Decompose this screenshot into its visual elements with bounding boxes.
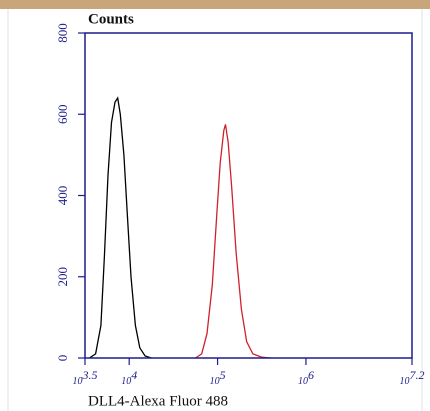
x-tick-exponent: 3.5 <box>82 368 98 382</box>
x-tick-base: 10 <box>73 376 83 387</box>
top-photo-strip <box>0 0 430 9</box>
y-tick-label: 800 <box>55 23 70 43</box>
x-tick-exponent: 5 <box>220 368 226 382</box>
x-tick-label: 105 <box>210 368 226 388</box>
y-tick-label: 200 <box>55 267 70 287</box>
x-tick-exponent: 4 <box>131 368 137 382</box>
histogram-line <box>89 96 152 359</box>
x-tick-exponent: 6 <box>308 368 314 382</box>
x-tick-label: 107.2 <box>400 368 425 388</box>
x-tick-base: 10 <box>121 376 131 387</box>
histogram-line <box>195 124 271 359</box>
y-tick-label: 600 <box>55 105 70 125</box>
x-tick-exponent: 7.2 <box>410 368 425 382</box>
x-tick-label: 104 <box>121 368 137 388</box>
x-tick-label: 103.5 <box>73 368 98 388</box>
y-axis-title: Counts <box>88 11 134 27</box>
x-tick-base: 10 <box>400 376 410 387</box>
y-tick-label: 400 <box>55 186 70 206</box>
x-tick-base: 10 <box>210 376 220 387</box>
x-axis-title: DLL4-Alexa Fluor 488 <box>88 393 228 409</box>
x-tick-label: 106 <box>298 368 314 388</box>
background <box>0 9 430 411</box>
plot-frame <box>84 32 413 359</box>
y-tick-label: 0 <box>55 355 70 362</box>
x-tick-base: 10 <box>298 376 308 387</box>
